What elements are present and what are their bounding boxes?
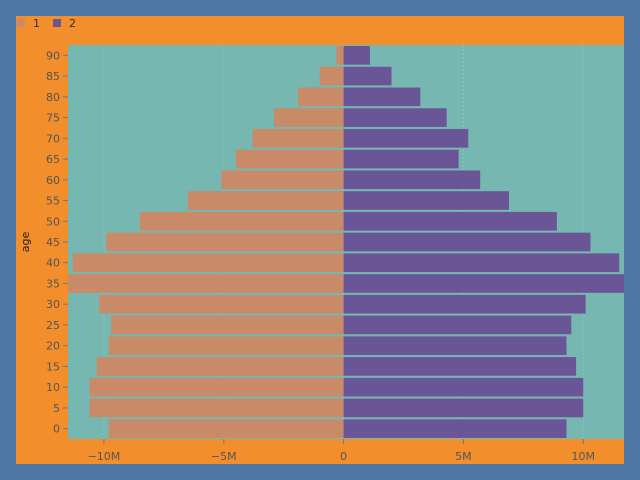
bar-series-2-age-50 (343, 211, 557, 231)
y-tick-label-15: 15 (46, 360, 60, 373)
bar-series-2-age-30 (343, 294, 586, 314)
x-tick-label-0: −10M (88, 450, 121, 463)
y-tick-label-55: 55 (46, 195, 60, 208)
y-tick-label-90: 90 (46, 49, 60, 62)
bar-series-2-age-10 (343, 377, 584, 397)
legend-label-2: 2 (69, 17, 76, 30)
bar-series-1-age-85 (319, 66, 344, 86)
bar-series-2-age-0 (343, 419, 567, 438)
y-tick-label-35: 35 (46, 277, 60, 290)
bar-series-2-age-85 (343, 66, 392, 86)
y-tick-label-30: 30 (46, 298, 60, 311)
bar-series-1-age-55 (187, 191, 344, 210)
bar-series-2-age-55 (343, 191, 509, 210)
legend-label-1: 1 (33, 17, 40, 30)
bar-series-2-age-15 (343, 357, 577, 376)
bar-series-2-age-25 (343, 315, 572, 335)
y-tick-label-65: 65 (46, 153, 60, 166)
bar-series-1-age-15 (96, 357, 344, 376)
bar-series-1-age-80 (298, 87, 344, 107)
bar-series-1-age-75 (274, 108, 344, 127)
bar-series-2-age-5 (343, 398, 584, 418)
bar-series-1-age-35 (68, 274, 344, 293)
y-tick-label-60: 60 (46, 174, 60, 187)
x-axis: −10M −5M 0 5M 10M (88, 439, 595, 463)
bar-series-2-age-35 (343, 274, 624, 293)
bar-series-2-age-45 (343, 232, 591, 252)
bar-series-1-age-30 (99, 294, 344, 314)
y-tick-label-70: 70 (46, 132, 60, 145)
y-tick-label-75: 75 (46, 112, 60, 125)
bar-series-1-age-25 (111, 315, 344, 335)
bar-series-1-age-60 (221, 170, 344, 190)
bar-series-2-age-40 (343, 253, 620, 273)
y-tick-label-0: 0 (53, 423, 60, 436)
y-tick-label-85: 85 (46, 70, 60, 83)
y-tick-label-5: 5 (53, 402, 60, 415)
x-tick-label-2: 0 (340, 450, 347, 463)
y-axis: 0 5 10 15 20 25 30 35 40 45 50 55 60 65 70 75 80 85 90 (46, 49, 68, 436)
bar-series-2-age-75 (343, 108, 447, 127)
y-tick-label-10: 10 (46, 381, 60, 394)
bar-series-1-age-20 (108, 336, 344, 356)
bar-series-1-age-90 (336, 46, 344, 65)
bar-series-1-age-65 (235, 149, 344, 169)
y-axis-title: age (19, 232, 32, 253)
y-tick-label-20: 20 (46, 340, 60, 353)
y-tick-label-40: 40 (46, 257, 60, 270)
x-tick-label-3: 5M (455, 450, 472, 463)
bar-series-1-age-10 (89, 377, 344, 397)
bar-series-1-age-0 (108, 419, 344, 438)
bar-series-1-age-45 (106, 232, 344, 252)
bars (68, 46, 624, 438)
legend-swatch-1 (17, 19, 25, 27)
bar-series-2-age-70 (343, 128, 469, 148)
bar-series-2-age-65 (343, 149, 459, 169)
bar-series-1-age-40 (72, 253, 344, 273)
y-tick-label-25: 25 (46, 319, 60, 332)
bar-series-2-age-80 (343, 87, 421, 107)
bar-series-2-age-90 (343, 46, 370, 65)
bar-series-2-age-20 (343, 336, 567, 356)
bar-series-2-age-60 (343, 170, 481, 190)
bar-series-1-age-50 (139, 211, 344, 231)
y-tick-label-50: 50 (46, 215, 60, 228)
x-tick-label-1: −5M (211, 450, 237, 463)
legend-swatch-2 (53, 19, 61, 27)
y-tick-label-80: 80 (46, 91, 60, 104)
bar-series-1-age-5 (89, 398, 344, 418)
y-tick-label-45: 45 (46, 236, 60, 249)
bar-series-1-age-70 (252, 128, 344, 148)
x-tick-label-4: 10M (572, 450, 596, 463)
